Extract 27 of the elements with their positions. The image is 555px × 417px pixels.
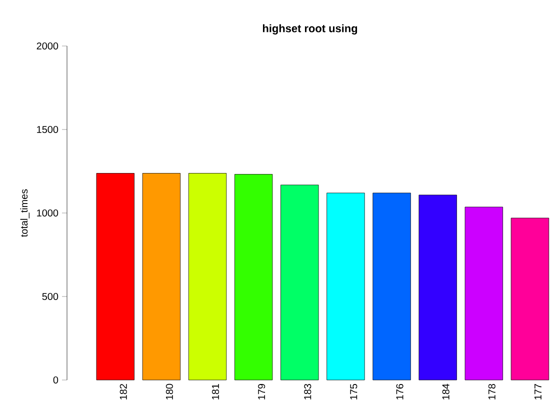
x-tick-label: 183 (304, 384, 312, 400)
x-tick-label: 175 (350, 384, 358, 400)
x-tick-label: 180 (166, 384, 173, 400)
bar (188, 173, 227, 380)
bar (464, 206, 503, 380)
bar (326, 192, 365, 380)
bar (372, 192, 411, 380)
bar (280, 184, 319, 380)
x-tick-label: 184 (442, 384, 450, 400)
bar (142, 173, 181, 380)
y-tick-label: 2000 (36, 42, 58, 50)
chart-title: highset root using (262, 24, 358, 35)
x-tick-label: 179 (258, 384, 266, 400)
x-tick-label: 182 (120, 384, 127, 400)
y-tick-label: 500 (42, 292, 58, 300)
y-axis-title: total_times (20, 189, 30, 237)
bar (510, 218, 550, 380)
y-tick-label: 0 (53, 376, 58, 384)
x-tick-label: 178 (488, 384, 496, 400)
x-tick-label: 176 (396, 384, 404, 400)
x-tick-label: 177 (534, 384, 542, 400)
bar (234, 174, 273, 380)
y-tick-label: 1000 (37, 209, 58, 217)
bar (96, 173, 134, 380)
bar (418, 194, 457, 380)
y-tick-label: 1500 (37, 126, 58, 134)
x-tick-label: 181 (212, 384, 220, 400)
